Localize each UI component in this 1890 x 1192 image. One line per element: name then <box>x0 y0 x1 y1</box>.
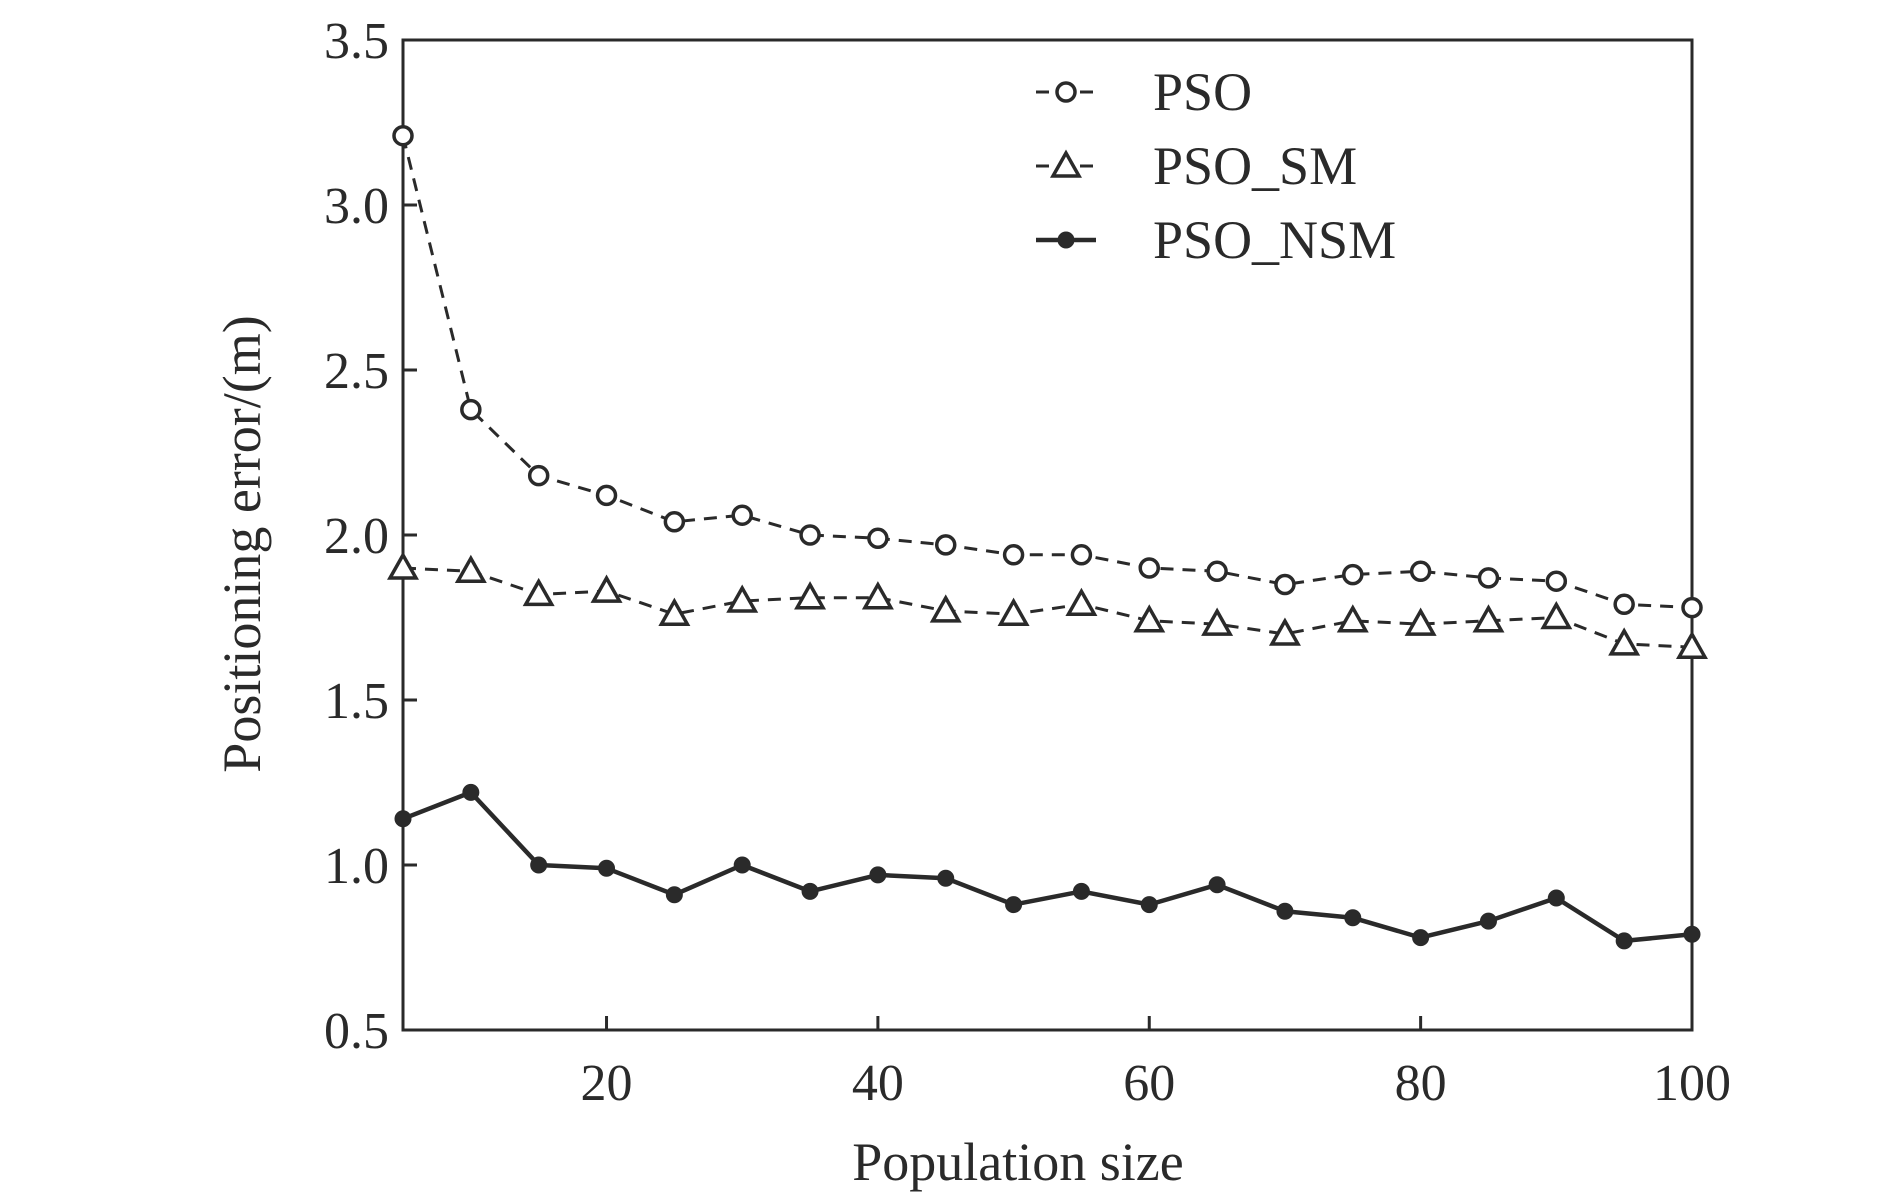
data-point-dot <box>1547 889 1565 907</box>
plot-series <box>387 124 1708 950</box>
data-point-dot <box>1208 876 1226 894</box>
data-point-triangle <box>1201 607 1234 636</box>
y-tick-label: 2.0 <box>324 508 389 565</box>
series-line <box>402 566 1693 649</box>
series-pso <box>392 124 1703 619</box>
y-tick-label: 1.0 <box>324 838 389 895</box>
data-point-circle <box>799 524 821 546</box>
data-point-circle <box>1613 593 1635 616</box>
data-point-dot <box>1683 925 1701 943</box>
data-point-triangle <box>1050 149 1082 178</box>
data-point-circle <box>595 484 618 507</box>
data-point-circle <box>731 504 753 526</box>
data-point-dot <box>530 856 548 874</box>
series-line <box>402 790 1693 944</box>
data-point-triangle <box>997 597 1030 626</box>
data-point-triangle <box>1268 617 1301 646</box>
legend-label: PSO <box>1153 62 1252 122</box>
x-tick-label: 60 <box>1123 1055 1175 1112</box>
data-point-dot <box>801 882 819 900</box>
data-point-circle <box>1002 544 1025 566</box>
x-tick-label: 100 <box>1653 1055 1731 1112</box>
data-point-triangle <box>522 577 555 607</box>
data-point-circle <box>460 398 482 421</box>
data-point-circle <box>1409 560 1432 583</box>
data-point-dot <box>462 783 480 801</box>
data-point-circle <box>1681 596 1703 619</box>
series-pso-sm <box>387 551 1708 659</box>
x-tick-label: 40 <box>852 1055 904 1112</box>
data-point-triangle <box>1336 604 1369 633</box>
data-point-dot <box>1072 882 1090 900</box>
legend-label: PSO_NSM <box>1153 210 1396 270</box>
legend-item: PSO_NSM <box>1036 210 1396 270</box>
y-tick-label: 0.5 <box>324 1003 389 1060</box>
data-point-circle <box>1477 567 1500 589</box>
y-tick-label: 1.5 <box>324 673 389 730</box>
data-point-triangle <box>1133 604 1166 633</box>
y-tick-label: 3.0 <box>324 178 389 235</box>
data-point-dot <box>1412 929 1430 947</box>
data-point-dot <box>1479 912 1497 930</box>
data-point-triangle <box>1065 587 1098 617</box>
data-point-triangle <box>861 581 894 610</box>
data-point-dot <box>937 869 955 887</box>
series-line <box>401 135 1693 610</box>
data-point-triangle <box>387 551 419 580</box>
plot-frame <box>401 38 1694 1032</box>
data-point-triangle <box>794 581 827 610</box>
legend-item: PSO <box>1036 62 1252 122</box>
data-point-circle <box>392 124 414 147</box>
data-point-circle <box>1070 544 1093 566</box>
y-axis: 0.5 1.0 1.5 2.0 2.5 3.0 3.5 <box>324 13 417 1060</box>
x-tick-label: 80 <box>1395 1055 1447 1112</box>
data-point-circle <box>867 527 889 550</box>
data-point-circle <box>1274 573 1296 596</box>
legend-item: PSO_SM <box>1036 136 1357 196</box>
data-point-circle <box>1206 560 1228 583</box>
data-point-triangle <box>929 594 962 623</box>
data-point-circle <box>1055 81 1077 103</box>
y-axis-title: Positioning error/(m) <box>212 315 272 772</box>
data-point-triangle <box>1676 630 1708 659</box>
data-point-dot <box>1344 909 1362 927</box>
data-point-dot <box>1615 932 1633 950</box>
x-tick-label: 20 <box>581 1055 633 1112</box>
data-point-triangle <box>1540 600 1573 630</box>
data-point-triangle <box>1608 627 1641 656</box>
data-point-circle <box>527 464 550 487</box>
data-point-circle <box>1138 557 1161 579</box>
x-axis: 20 40 60 80 100 <box>581 1016 1731 1112</box>
data-point-dot <box>394 810 412 828</box>
data-point-triangle <box>1472 604 1505 633</box>
legend: PSO PSO_SM PSO_NSM <box>1036 62 1396 270</box>
data-point-triangle <box>658 597 691 626</box>
data-point-dot <box>1005 896 1023 914</box>
y-tick-label: 2.5 <box>324 343 389 400</box>
data-point-triangle <box>726 584 759 613</box>
data-point-dot <box>869 866 887 884</box>
data-point-dot <box>733 856 751 874</box>
data-point-dot <box>665 886 683 904</box>
data-point-circle <box>934 534 957 556</box>
data-point-circle <box>1545 570 1568 592</box>
y-tick-label: 3.5 <box>324 13 389 70</box>
data-point-dot <box>1057 231 1075 249</box>
data-point-triangle <box>454 554 487 584</box>
data-point-triangle <box>1404 607 1437 636</box>
series-pso-nsm <box>394 783 1701 950</box>
legend-label: PSO_SM <box>1153 136 1357 196</box>
data-point-dot <box>598 859 616 877</box>
data-point-circle <box>1342 563 1364 586</box>
data-point-dot <box>1140 896 1158 914</box>
x-axis-title: Population size <box>852 1132 1183 1192</box>
plot-area-border <box>401 38 1694 1032</box>
data-point-triangle <box>590 574 623 603</box>
data-point-circle <box>663 511 686 533</box>
data-point-dot <box>1276 902 1294 920</box>
